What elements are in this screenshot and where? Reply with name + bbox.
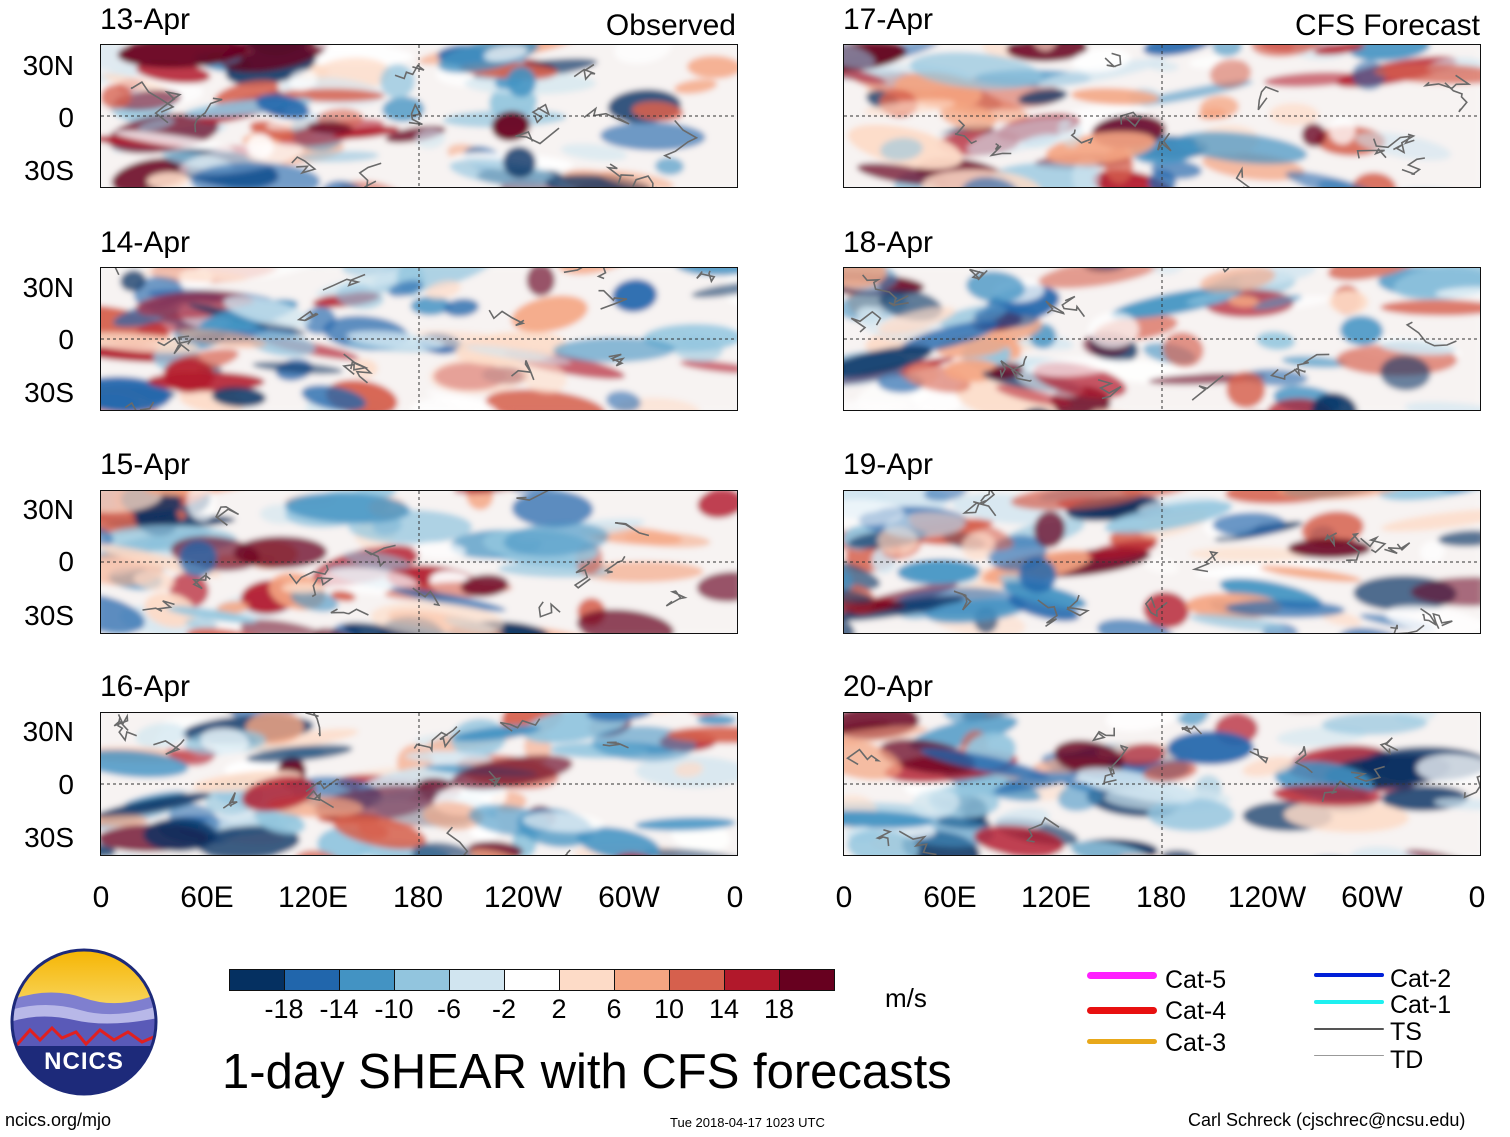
legend-label-cat-4: Cat-4 <box>1165 997 1227 1025</box>
panel-date-forecast-2: 18-Apr <box>843 226 934 259</box>
legend-line-td <box>1314 1055 1384 1057</box>
legend-label-cat-3: Cat-3 <box>1165 1029 1227 1057</box>
legend-line-ts <box>1314 1027 1384 1030</box>
footer-timestamp: Tue 2018-04-17 1023 UTC <box>670 1115 825 1130</box>
colorbar-tick-label: -2 <box>491 994 517 1024</box>
colorbar-tick-label: 6 <box>606 994 622 1024</box>
shear-field <box>101 713 737 855</box>
lon-label-180-left: 180 <box>392 881 444 914</box>
lon-label-180-right: 180 <box>1135 881 1187 914</box>
colorbar-tick-label: -6 <box>436 994 462 1024</box>
panel-tag-forecast: CFS Forecast <box>1294 9 1480 42</box>
legend-label-ts: TS <box>1390 1018 1422 1046</box>
panel-date-observed-1: 13-Apr <box>100 3 191 36</box>
lat-label-0-row2: 0 <box>58 324 74 355</box>
colorbar-swatch <box>669 969 725 991</box>
panel-date-observed-2: 14-Apr <box>100 226 191 259</box>
lon-label-0e-right: 0 <box>1468 881 1486 914</box>
colorbar-swatch <box>779 969 835 991</box>
panel-tag-observed: Observed <box>605 9 736 42</box>
lon-label-120e-right: 120E <box>1020 881 1092 914</box>
lat-label-0-row1: 0 <box>58 102 74 133</box>
panel-date-forecast-3: 19-Apr <box>843 448 934 481</box>
shear-field <box>101 491 737 633</box>
map-panel-observed-1 <box>100 44 738 188</box>
colorbar-tick-label: -18 <box>264 994 304 1024</box>
lon-label-120w-left: 120W <box>483 881 563 914</box>
lon-label-0-right: 0 <box>835 881 853 914</box>
map-panel-observed-4 <box>100 712 738 856</box>
lon-label-60w-right: 60W <box>1341 881 1403 914</box>
ncics-logo-text: NCICS <box>44 1048 124 1075</box>
legend-line-cat-5 <box>1087 971 1157 979</box>
colorbar-tick-label: 14 <box>708 994 740 1024</box>
footer-credit: Carl Schreck (cjschrec@ncsu.edu) <box>1188 1110 1466 1130</box>
colorbar-unit: m/s <box>885 983 927 1013</box>
colorbar-swatch <box>614 969 670 991</box>
colorbar-tick-label: 10 <box>653 994 685 1024</box>
lat-label-30n-row2: 30N <box>22 272 74 303</box>
shear-field <box>101 268 737 410</box>
shear-field <box>844 713 1480 855</box>
lat-label-0-row4: 0 <box>58 769 74 800</box>
lat-label-30s-row3: 30S <box>24 600 74 631</box>
shear-field <box>844 45 1480 187</box>
lon-label-0e-left: 0 <box>726 881 744 914</box>
map-panel-forecast-1 <box>843 44 1481 188</box>
colorbar-swatch <box>449 969 505 991</box>
shear-field <box>101 45 737 187</box>
legend-line-cat-3 <box>1087 1038 1157 1044</box>
map-panel-observed-3 <box>100 490 738 634</box>
panel-date-observed-3: 15-Apr <box>100 448 191 481</box>
ncics-logo: NCICS <box>10 948 158 1096</box>
shear-field <box>844 268 1480 410</box>
panel-date-forecast-4: 20-Apr <box>843 670 934 703</box>
legend-line-cat-4 <box>1087 1006 1157 1014</box>
legend-label-cat-2: Cat-2 <box>1390 965 1452 993</box>
colorbar-tick-label: 2 <box>551 994 567 1024</box>
map-panel-forecast-2 <box>843 267 1481 411</box>
lon-label-60e-right: 60E <box>923 881 977 914</box>
lat-label-30n-row4: 30N <box>22 716 74 747</box>
legend-label-cat-1: Cat-1 <box>1390 991 1452 1019</box>
lat-label-30s-row1: 30S <box>24 155 74 186</box>
colorbar-swatch <box>559 969 615 991</box>
colorbar-tick-label: 18 <box>763 994 795 1024</box>
panel-date-forecast-1: 17-Apr <box>843 3 934 36</box>
colorbar-swatch <box>339 969 395 991</box>
lon-label-0-left: 0 <box>92 881 110 914</box>
lat-label-0-row3: 0 <box>58 546 74 577</box>
map-panel-forecast-3 <box>843 490 1481 634</box>
legend-label-td: TD <box>1390 1046 1424 1074</box>
legend-line-cat-2 <box>1314 973 1384 977</box>
map-panel-observed-2 <box>100 267 738 411</box>
lat-label-30s-row4: 30S <box>24 822 74 853</box>
legend-label-cat-5: Cat-5 <box>1165 966 1227 994</box>
footer-url[interactable]: ncics.org/mjo <box>5 1110 112 1130</box>
lat-label-30s-row2: 30S <box>24 377 74 408</box>
colorbar-swatch <box>284 969 340 991</box>
colorbar-tick-label: -10 <box>374 994 414 1024</box>
lon-label-120w-right: 120W <box>1227 881 1307 914</box>
lat-label-30n-row3: 30N <box>22 494 74 525</box>
lon-label-60w-left: 60W <box>598 881 660 914</box>
figure-title: 1-day SHEAR with CFS forecasts <box>222 1045 952 1099</box>
panel-date-observed-4: 16-Apr <box>100 670 191 703</box>
colorbar-swatch <box>229 969 285 991</box>
lon-label-60e-left: 60E <box>180 881 234 914</box>
colorbar-tick-label: -14 <box>319 994 359 1024</box>
lon-label-120e-left: 120E <box>277 881 349 914</box>
legend-line-cat-1 <box>1314 1000 1384 1004</box>
lat-label-30n-row1: 30N <box>22 50 74 81</box>
colorbar-swatch <box>504 969 560 991</box>
shear-field <box>844 491 1480 633</box>
map-panel-forecast-4 <box>843 712 1481 856</box>
colorbar-swatch <box>724 969 780 991</box>
colorbar-swatch <box>394 969 450 991</box>
